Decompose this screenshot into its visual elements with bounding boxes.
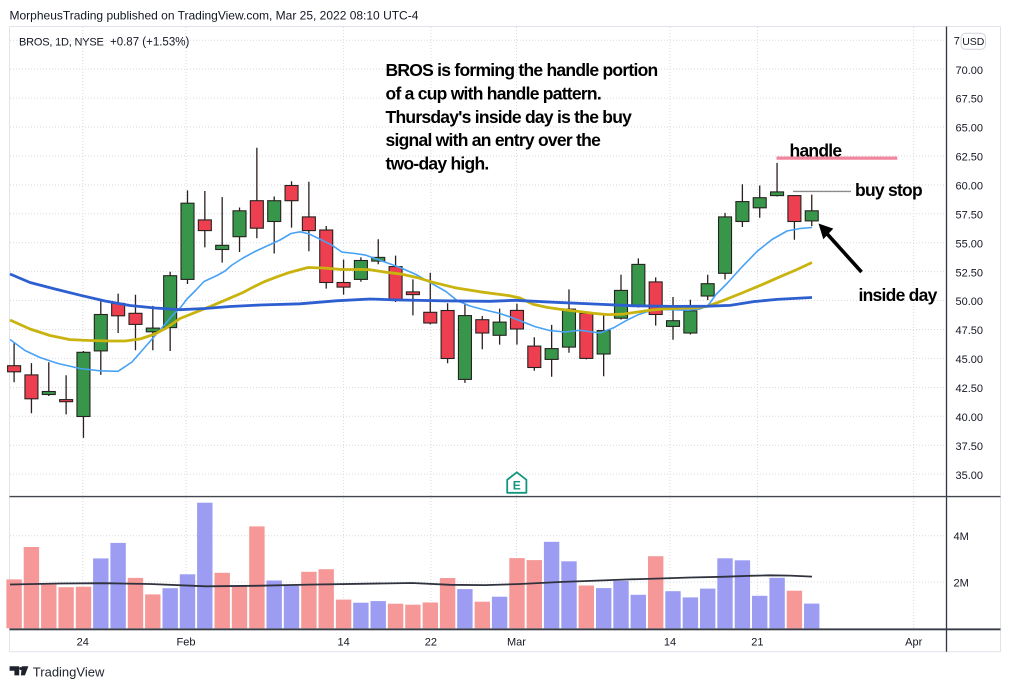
svg-text:inside day: inside day: [859, 285, 938, 305]
svg-text:two-day high.: two-day high.: [386, 154, 489, 174]
svg-text:57.50: 57.50: [956, 210, 984, 222]
svg-text:22: 22: [425, 637, 437, 649]
svg-text:2M: 2M: [954, 577, 969, 589]
svg-text:55.00: 55.00: [956, 238, 984, 250]
svg-text:37.50: 37.50: [956, 441, 984, 453]
svg-text:24: 24: [77, 637, 89, 649]
svg-text:50.00: 50.00: [956, 296, 984, 308]
svg-text:14: 14: [664, 637, 676, 649]
svg-text:USD: USD: [962, 36, 985, 48]
svg-text:40.00: 40.00: [956, 412, 984, 424]
svg-text:14: 14: [337, 637, 349, 649]
svg-text:7: 7: [954, 35, 960, 47]
svg-text:of a cup with handle pattern.: of a cup with handle pattern.: [386, 83, 601, 103]
svg-text:Mar: Mar: [507, 637, 526, 649]
svg-text:+0.87 (+1.53%): +0.87 (+1.53%): [110, 37, 189, 49]
svg-text:Apr: Apr: [905, 637, 922, 649]
svg-text:MorpheusTrading published on T: MorpheusTrading published on TradingView…: [10, 9, 419, 23]
svg-text:buy stop: buy stop: [855, 180, 922, 200]
svg-text:60.00: 60.00: [956, 181, 984, 193]
svg-text:42.50: 42.50: [956, 383, 984, 395]
svg-text:BROS, 1D, NYSE: BROS, 1D, NYSE: [19, 37, 104, 49]
svg-text:65.00: 65.00: [956, 123, 984, 135]
svg-text:handle: handle: [790, 141, 843, 161]
svg-text:signal with an entry over the: signal with an entry over the: [386, 130, 602, 150]
svg-text:TradingView: TradingView: [33, 665, 105, 680]
svg-text:BROS is forming the handle por: BROS is forming the handle portion: [386, 60, 658, 80]
svg-text:45.00: 45.00: [956, 354, 984, 366]
svg-text:52.50: 52.50: [956, 267, 984, 279]
svg-text:35.00: 35.00: [956, 470, 984, 482]
svg-text:62.50: 62.50: [956, 152, 984, 164]
svg-text:4M: 4M: [954, 531, 969, 543]
svg-text:47.50: 47.50: [956, 325, 984, 337]
svg-text:E: E: [513, 479, 521, 493]
svg-text:67.50: 67.50: [956, 94, 984, 106]
svg-text:Feb: Feb: [177, 637, 196, 649]
svg-text:70.00: 70.00: [956, 65, 984, 77]
svg-text:Thursday's inside day is the b: Thursday's inside day is the buy: [386, 107, 633, 127]
svg-text:21: 21: [751, 637, 763, 649]
